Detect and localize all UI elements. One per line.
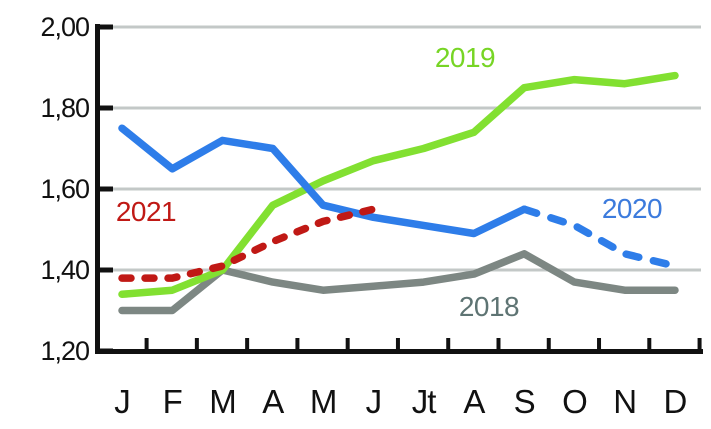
x-axis-label-month: Jt	[412, 383, 437, 420]
y-axis-label: 2,00	[40, 12, 89, 42]
x-axis-label-month: J	[366, 383, 382, 420]
x-axis-label-month: A	[463, 383, 485, 420]
x-axis-label-month: N	[613, 383, 636, 420]
y-axis-label: 1,40	[40, 255, 89, 285]
x-axis-label-month: O	[562, 383, 587, 420]
y-axis-label: 1,20	[40, 336, 89, 366]
series-line-2018	[118, 250, 679, 315]
series-line-2020-dashed	[520, 205, 679, 270]
x-axis-label-month: D	[664, 383, 687, 420]
y-axis-label: 1,60	[40, 174, 89, 204]
x-axis-label-month: S	[514, 383, 535, 420]
series-label-2018: 2018	[459, 291, 519, 322]
x-axis-label-month: A	[262, 383, 284, 420]
x-axis-label-month: M	[310, 383, 337, 420]
x-axis-label-month: M	[209, 383, 236, 420]
series-line-2019	[118, 71, 679, 299]
y-axis-label: 1,80	[40, 93, 89, 123]
series-line-2020-solid	[118, 124, 528, 238]
x-axis-label-month: F	[163, 383, 182, 420]
series-label-2020: 2020	[602, 193, 662, 224]
x-axis-label-month: J	[114, 383, 130, 420]
series-label-2019: 2019	[435, 42, 495, 73]
series-label-2021: 2021	[116, 196, 176, 227]
